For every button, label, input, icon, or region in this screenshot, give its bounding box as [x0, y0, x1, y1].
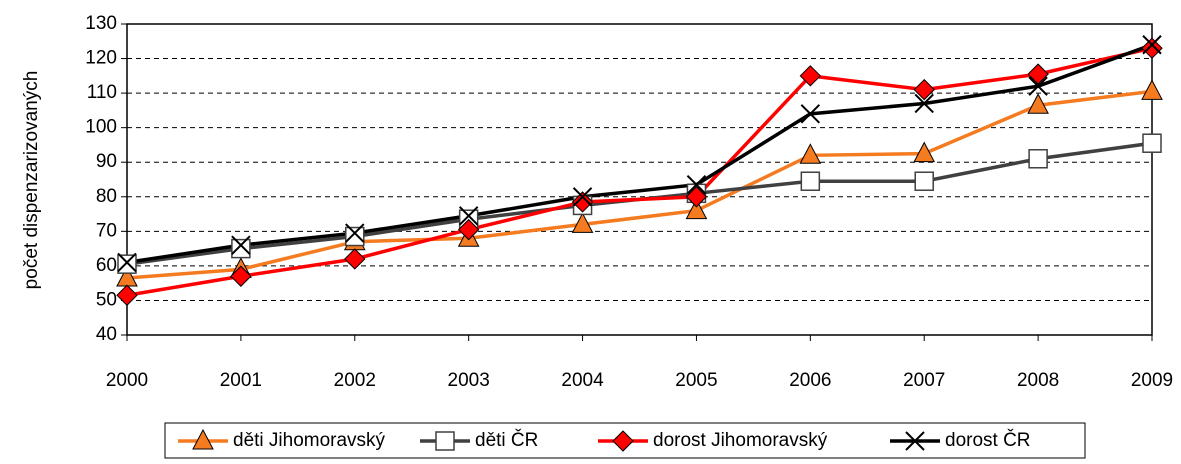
x-tick-label: 2000: [106, 370, 148, 391]
x-tick-label: 2007: [903, 370, 945, 391]
x-tick-label: 2004: [561, 370, 604, 391]
legend-marker: [905, 431, 925, 451]
data-point: [571, 212, 594, 233]
data-point: [1027, 63, 1049, 85]
y-tick-label: 110: [87, 82, 117, 103]
data-point: [230, 265, 252, 287]
y-tick-label: 100: [85, 117, 117, 138]
data-point: [800, 171, 821, 191]
data-point: [571, 191, 594, 213]
x-tick-label: 2009: [1131, 370, 1173, 391]
legend-label: děti ČR: [475, 429, 538, 451]
data-point: [1027, 93, 1049, 114]
data-point: [117, 252, 137, 273]
data-point: [1142, 133, 1162, 153]
data-point: [913, 141, 936, 163]
data-point: [800, 104, 821, 124]
x-tick-label: 2005: [675, 370, 717, 391]
legend-label: dorost Jihomoravský: [653, 430, 828, 451]
data-point: [1142, 35, 1162, 55]
y-tick-label: 50: [96, 289, 117, 310]
legend-marker: [435, 431, 455, 451]
data-point: [231, 235, 251, 255]
plot-border: [126, 23, 1153, 336]
legend-label: děti Jihomoravský: [233, 430, 386, 451]
x-tick-label: 2001: [220, 370, 262, 391]
data-point: [116, 284, 138, 306]
y-tick-label: 40: [96, 324, 117, 345]
data-point: [1028, 149, 1048, 169]
data-point: [685, 198, 708, 220]
data-point: [799, 65, 822, 87]
y-tick-label: 80: [96, 186, 117, 207]
data-point: [457, 218, 480, 241]
legend-label: dorost ČR: [945, 429, 1031, 451]
series-line: [126, 141, 1153, 266]
data-point: [117, 254, 137, 274]
x-tick-label: 2003: [448, 370, 490, 391]
data-point: [914, 93, 934, 114]
x-tick-label: 2006: [789, 370, 831, 391]
y-axis-label: počet dispenzarizovaných: [21, 71, 42, 290]
y-tick-label: 130: [85, 13, 117, 34]
y-tick-label: 60: [96, 255, 117, 276]
data-point: [345, 223, 365, 243]
data-point: [344, 248, 366, 270]
series-line: [126, 43, 1153, 265]
data-point: [345, 226, 365, 247]
legend-marker: [612, 430, 634, 452]
x-tick-label: 2002: [334, 370, 376, 391]
series-line: [126, 46, 1153, 297]
x-tick-label: 2008: [1017, 370, 1059, 391]
legend-marker: [192, 428, 214, 450]
data-point: [686, 174, 707, 195]
data-point: [913, 78, 935, 101]
y-tick-label: 120: [85, 48, 117, 69]
data-point: [1028, 76, 1048, 96]
data-point: [231, 238, 251, 259]
data-point: [685, 186, 708, 208]
y-tick-label: 90: [96, 151, 117, 172]
data-point: [1141, 37, 1163, 59]
y-tick-label: 70: [96, 220, 117, 241]
data-point: [799, 143, 822, 164]
data-point: [572, 187, 593, 207]
series-line: [126, 89, 1153, 280]
data-point: [914, 171, 934, 191]
data-point: [1141, 79, 1163, 100]
data-point: [458, 206, 479, 226]
